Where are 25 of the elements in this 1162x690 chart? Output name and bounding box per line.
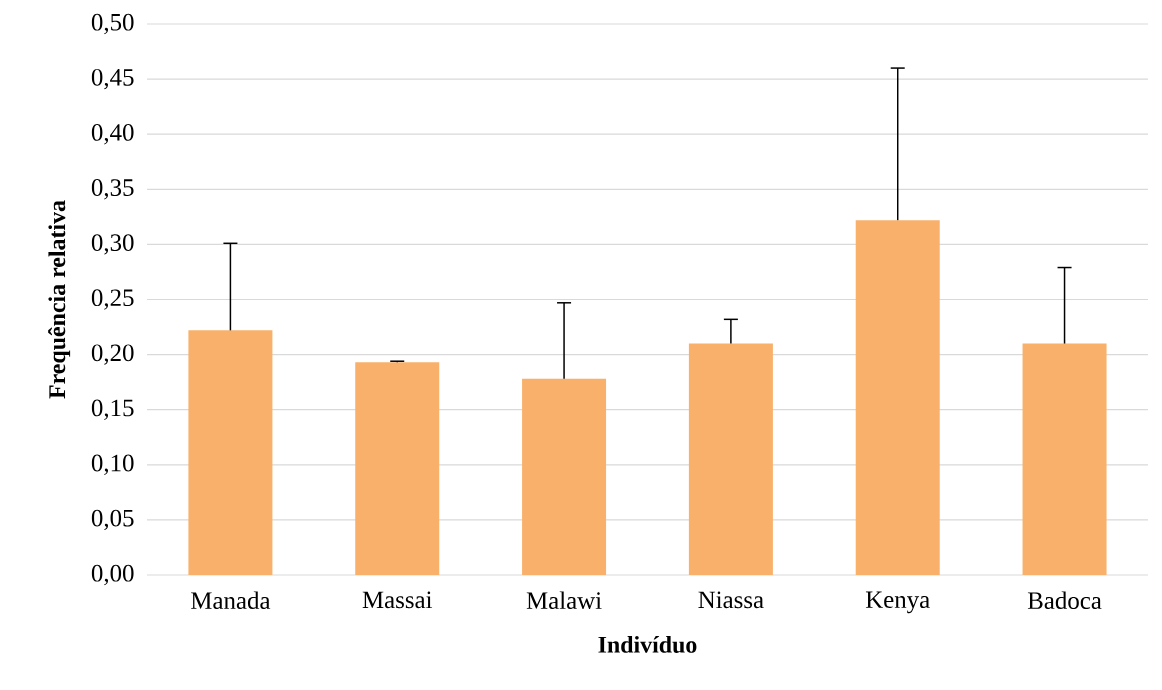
y-tick-label: 0,15 <box>91 399 134 420</box>
y-tick-label: 0,45 <box>91 68 134 90</box>
bar <box>688 343 773 575</box>
x-axis-title: Indivíduo <box>598 635 697 653</box>
bar <box>855 220 940 575</box>
y-tick-label: 0,00 <box>91 564 134 586</box>
bar <box>188 330 273 575</box>
x-tick-label: Massai <box>362 591 433 609</box>
x-tick-label: Kenya <box>865 591 930 614</box>
y-axis-title: Frequência relativa <box>48 200 71 399</box>
bar <box>1022 343 1107 575</box>
y-tick-label: 0,50 <box>91 13 134 35</box>
x-tick-label: Badoca <box>1027 591 1102 610</box>
y-tick-label: 0,30 <box>91 234 134 255</box>
x-tick-label: Manada <box>191 591 271 610</box>
y-tick-label: 0,10 <box>91 454 134 475</box>
x-tick-label: Niassa <box>698 591 764 609</box>
bar <box>522 378 607 575</box>
y-tick-label: 0,20 <box>91 344 134 365</box>
y-tick-label: 0,35 <box>91 179 134 200</box>
x-tick-label: Malawi <box>526 591 602 610</box>
y-tick-label: 0,40 <box>91 124 134 145</box>
y-tick-label: 0,05 <box>91 509 134 531</box>
bar <box>355 362 440 575</box>
y-tick-label: 0,25 <box>91 289 134 310</box>
